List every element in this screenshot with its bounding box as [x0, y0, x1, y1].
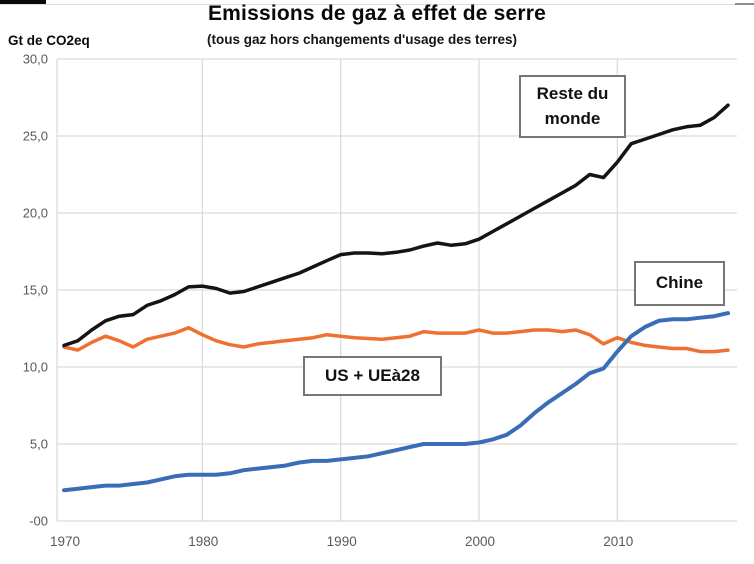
- y-tick-label-10: 10,0: [23, 360, 48, 375]
- chart-title: Emissions de gaz à effet de serre: [207, 2, 547, 25]
- y-tick-label-25: 25,0: [23, 129, 48, 144]
- top-right-strip: [735, 3, 754, 5]
- series-line-us-ue-28: [62, 325, 730, 354]
- label-box-us-ue28: US + UEà28: [303, 356, 442, 396]
- chart-subtitle: (tous gaz hors changements d'usage des t…: [206, 32, 518, 47]
- label-text-us-ue28: US + UEà28: [325, 365, 420, 385]
- y-axis-unit-label: Gt de CO2eq: [8, 33, 90, 48]
- y-tick-label-20: 20,0: [23, 206, 48, 221]
- x-tick-label-1980: 1980: [188, 534, 218, 549]
- y-tick-label-15: 15,0: [23, 283, 48, 298]
- y-tick-label-5: 5,0: [30, 437, 48, 452]
- x-tick-label-2000: 2000: [465, 534, 495, 549]
- label-box-reste-du-monde: Reste du monde: [519, 75, 626, 138]
- label-box-chine: Chine: [634, 261, 725, 306]
- x-tick-label-2010: 2010: [603, 534, 633, 549]
- label-text-chine: Chine: [655, 273, 704, 293]
- y-tick-label-30: 30,0: [23, 52, 48, 67]
- series-line-reste-du-monde: [62, 103, 730, 348]
- label-text-reste-du-monde: Reste du monde: [536, 83, 609, 128]
- series-line-chine: [62, 311, 730, 493]
- top-divider-line: [0, 4, 754, 5]
- top-left-black-strip: [0, 0, 46, 5]
- x-tick-label-1970: 1970: [50, 534, 80, 549]
- y-tick-label-0: -00: [29, 514, 48, 529]
- x-tick-label-1990: 1990: [327, 534, 357, 549]
